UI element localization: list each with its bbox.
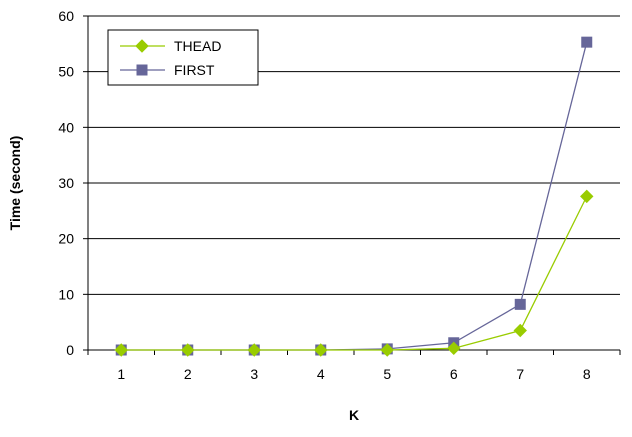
legend-marker <box>136 64 148 76</box>
data-point <box>581 36 593 48</box>
x-tick-label: 8 <box>583 366 591 382</box>
y-tick-label: 30 <box>58 175 74 191</box>
x-tick-label: 1 <box>117 366 125 382</box>
y-tick-label: 60 <box>58 8 74 24</box>
x-tick-label: 5 <box>383 366 391 382</box>
x-tick-labels: 1 2 3 4 5 6 7 8 <box>117 366 591 382</box>
data-point <box>114 343 128 357</box>
series <box>114 36 594 357</box>
x-tick-label: 7 <box>516 366 524 382</box>
legend-marker <box>135 39 149 53</box>
series-line <box>121 196 588 351</box>
x-axis-title: K <box>349 407 359 423</box>
data-point <box>247 343 261 357</box>
y-tick-label: 20 <box>58 231 74 247</box>
y-tick-label: 40 <box>58 119 74 135</box>
legend: THEAD FIRST <box>107 29 259 86</box>
y-tick-labels: 0 10 20 30 40 50 60 <box>58 8 74 358</box>
x-tick-label: 2 <box>184 366 192 382</box>
legend-label: THEAD <box>174 38 221 54</box>
data-point <box>514 298 526 310</box>
y-axis-title: Time (second) <box>7 136 23 231</box>
legend-box <box>107 29 259 86</box>
y-tick-label: 10 <box>58 286 74 302</box>
x-tick-label: 4 <box>317 366 325 382</box>
x-tick-label: 6 <box>450 366 458 382</box>
y-tick-label: 50 <box>58 64 74 80</box>
data-point <box>513 323 527 338</box>
legend-entry: THEAD <box>120 38 221 54</box>
data-point <box>447 341 461 356</box>
y-tick-label: 0 <box>66 342 74 358</box>
legend-entry: FIRST <box>120 62 215 78</box>
series-thead <box>114 189 594 357</box>
data-point <box>314 343 328 357</box>
x-tick-label: 3 <box>250 366 258 382</box>
data-point <box>580 189 594 204</box>
data-point <box>380 343 394 357</box>
data-point <box>181 343 195 357</box>
legend-label: FIRST <box>174 62 215 78</box>
